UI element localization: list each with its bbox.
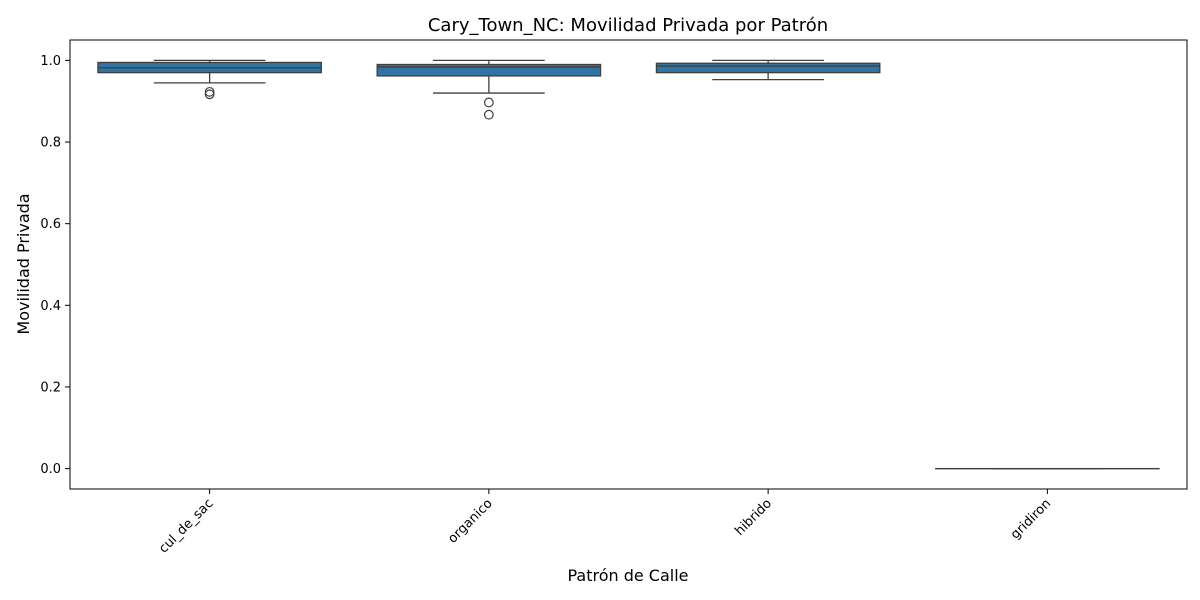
outlier-point (204, 86, 215, 97)
y-tick-label: 0.4 (40, 299, 61, 314)
x-tick-label-hibrido: hibrido (732, 496, 775, 539)
box-organico (376, 63, 602, 77)
plot-area: 0.0 0.2 0.4 0.6 0.8 1.0 cul_de_sac organico hibr… (40, 39, 1188, 556)
y-axis-label: Movilidad Privada (14, 193, 33, 334)
x-tick-label-gridiron: gridiron (1008, 496, 1054, 542)
y-tick-label: 0.2 (40, 380, 61, 395)
outlier-point (483, 97, 494, 108)
axes-frame (69, 39, 1188, 490)
x-axis-label: Patrón de Calle (567, 566, 688, 585)
outlier-point (483, 109, 494, 120)
y-tick-label: 1.0 (40, 54, 61, 69)
chart-title: Cary_Town_NC: Movilidad Privada por Patr… (428, 15, 828, 36)
x-tick-label-organico: organico (445, 496, 495, 546)
outlier-point (204, 89, 215, 100)
x-tick-label-cul_de_sac: cul_de_sac (156, 496, 216, 556)
y-tick-label: 0.8 (40, 136, 61, 151)
y-tick-label: 0.0 (40, 462, 61, 477)
box-hibrido (655, 62, 881, 74)
y-tick-label: 0.6 (40, 217, 61, 232)
